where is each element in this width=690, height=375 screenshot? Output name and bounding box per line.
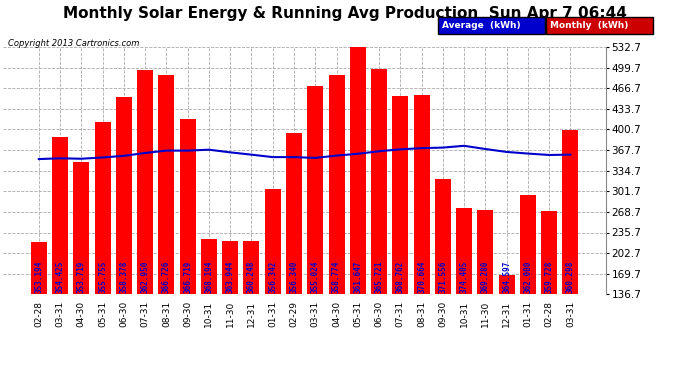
Text: 374.405: 374.405 [460,261,469,293]
Bar [520,195,536,294]
Bar [179,118,196,294]
Bar [222,241,238,294]
Bar [286,133,302,294]
Text: 362.950: 362.950 [141,261,150,293]
Bar [499,275,515,294]
Text: 364.597: 364.597 [502,261,511,293]
Bar [159,75,175,294]
Text: Monthly  (kWh): Monthly (kWh) [550,21,629,30]
Text: 360.248: 360.248 [247,261,256,293]
Text: 363.944: 363.944 [226,261,235,293]
Text: 371.556: 371.556 [438,261,447,293]
Bar [137,70,153,294]
Bar [435,179,451,294]
Bar [456,208,472,294]
Bar [307,86,323,294]
Text: 355.755: 355.755 [98,261,107,293]
Text: 353.719: 353.719 [77,261,86,293]
Text: 359.728: 359.728 [544,261,553,293]
Text: 360.298: 360.298 [566,261,575,293]
Text: 370.664: 370.664 [417,261,426,293]
Bar [541,211,557,294]
Text: 366.726: 366.726 [162,261,171,293]
Text: 368.762: 368.762 [396,261,405,293]
Bar [95,122,110,294]
Bar [371,69,387,294]
Bar [52,137,68,294]
Bar [393,96,408,294]
Text: 356.342: 356.342 [268,261,277,293]
Bar [328,75,344,294]
Bar [265,189,281,294]
Text: 358.774: 358.774 [332,261,341,293]
Bar [562,130,578,294]
Bar [73,162,89,294]
Text: 362.000: 362.000 [524,261,533,293]
Bar [31,242,47,294]
Text: 358.378: 358.378 [119,261,128,293]
Bar [413,95,430,294]
Text: Average  (kWh): Average (kWh) [442,21,520,30]
Bar [201,239,217,294]
Text: 355.024: 355.024 [310,261,319,293]
Bar [244,241,259,294]
Text: 356.340: 356.340 [290,261,299,293]
Text: 354.425: 354.425 [56,261,65,293]
Text: 365.721: 365.721 [375,261,384,293]
Bar [350,47,366,294]
Text: 369.280: 369.280 [481,261,490,293]
Text: Monthly Solar Energy & Running Avg Production  Sun Apr 7 06:44: Monthly Solar Energy & Running Avg Produ… [63,6,627,21]
Text: 366.719: 366.719 [183,261,193,293]
Bar [116,98,132,294]
Text: Copyright 2013 Cartronics.com: Copyright 2013 Cartronics.com [8,39,139,48]
Text: 353.194: 353.194 [34,261,43,293]
Bar [477,210,493,294]
Text: 361.647: 361.647 [353,261,362,293]
Text: 368.194: 368.194 [204,261,213,293]
